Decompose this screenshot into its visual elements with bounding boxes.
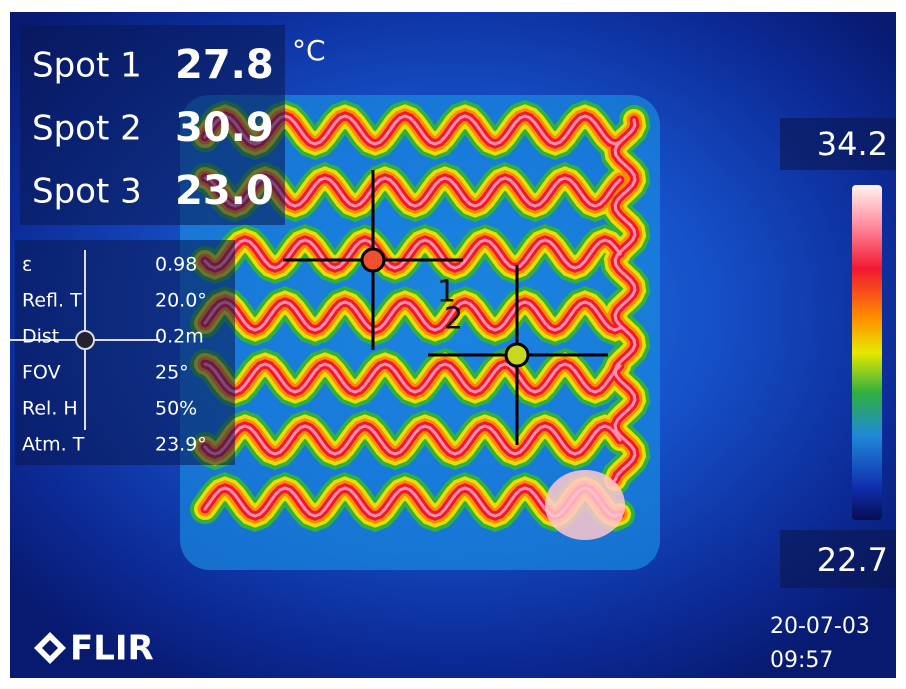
spot-value: 27.8: [175, 42, 274, 88]
time: 09:57: [770, 648, 833, 673]
unit: °C: [292, 34, 326, 67]
spot-label: Spot 2: [32, 109, 142, 149]
scale-max: 34.2: [817, 125, 888, 163]
param-label: Dist: [22, 326, 59, 348]
spot-label: Spot 3: [32, 172, 142, 212]
color-scale: [852, 185, 882, 520]
param-label: Rel. H: [22, 398, 78, 420]
scale-min: 22.7: [817, 541, 888, 579]
param-value: 20.0°: [155, 290, 207, 312]
param-value: 23.9°: [155, 434, 207, 456]
param-value: 25°: [155, 362, 189, 384]
spot-value: 23.0: [175, 168, 274, 214]
logo-text: FLIR: [70, 629, 154, 669]
hot-spot: [545, 470, 625, 540]
marker-label: 2: [444, 302, 463, 337]
parameter-panel: [15, 240, 235, 465]
spot-label: Spot 1: [32, 46, 142, 86]
date: 20-07-03: [770, 614, 870, 639]
param-label: Refl. T: [22, 290, 82, 312]
param-label: ε: [22, 254, 32, 276]
spot-value: 30.9: [175, 105, 274, 151]
thermal-screenshot: 1 2 Spot 1 27.8 Spot 2 30.9 Spot 3 23.0 …: [0, 0, 906, 685]
param-label: FOV: [22, 362, 61, 384]
param-value: 0.98: [155, 254, 197, 276]
param-label: Atm. T: [22, 434, 85, 456]
param-value: 0.2m: [155, 326, 204, 348]
param-value: 50%: [155, 398, 197, 420]
